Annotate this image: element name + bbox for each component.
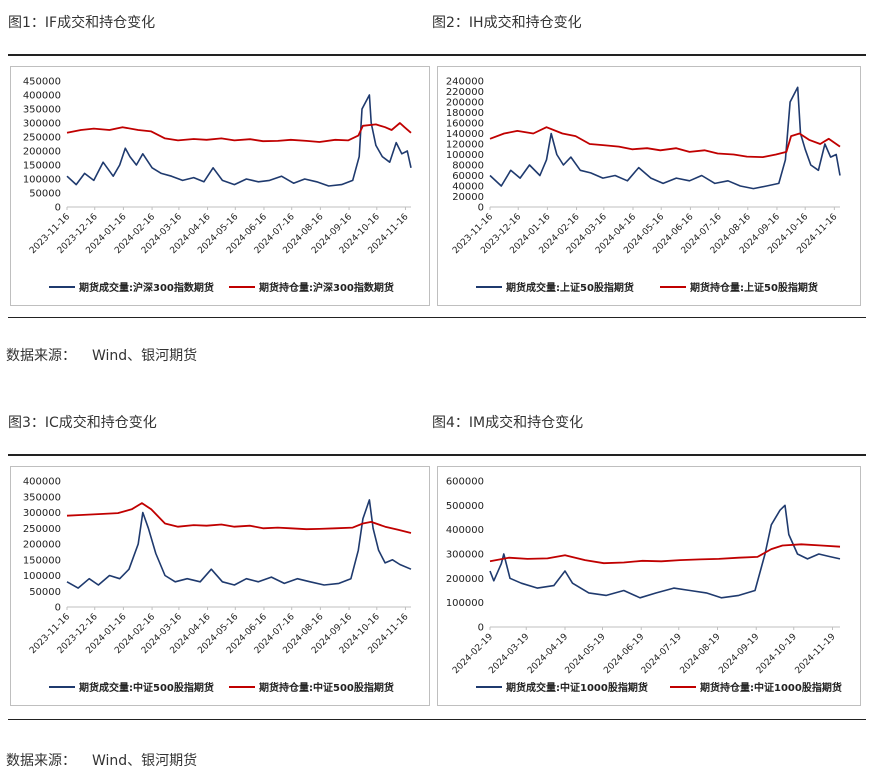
chart-if: 0 50000 100000 150000 200000 250000 300000 3500… bbox=[23, 77, 412, 294]
y-tick-label: 350000 bbox=[23, 492, 61, 503]
y-tick-label: 300000 bbox=[23, 508, 61, 519]
y-tick-label: 200000 bbox=[446, 574, 484, 585]
series-line-volume bbox=[489, 86, 841, 190]
y-tick-label: 160000 bbox=[446, 119, 484, 130]
y-tick-label: 400000 bbox=[446, 525, 484, 536]
y-tick-label: 300000 bbox=[23, 119, 61, 130]
y-tick-label: 220000 bbox=[446, 87, 484, 98]
top-rule bbox=[8, 54, 866, 56]
source-label: 数据来源： bbox=[6, 753, 76, 769]
series-line-volume bbox=[489, 504, 841, 599]
y-tick-label: 80000 bbox=[452, 161, 484, 172]
y-tick-label: 50000 bbox=[29, 587, 61, 598]
x-tick-label: 2024-05-19 bbox=[564, 632, 608, 676]
y-tick-label: 50000 bbox=[29, 189, 61, 200]
y-tick-label: 180000 bbox=[446, 108, 484, 119]
x-tick-label: 2024-11-19 bbox=[794, 632, 838, 676]
source-note-1: 数据来源： Wind、银河期货 bbox=[6, 347, 197, 365]
y-tick-label: 150000 bbox=[23, 161, 61, 172]
legend-label: 期货持仓量:中证500股指期货 bbox=[259, 681, 394, 694]
chart-im: 0 100000 200000 300000 400000 500000 600000 202… bbox=[446, 477, 842, 695]
legend-label: 期货成交量:沪深300指数期货 bbox=[79, 281, 214, 294]
y-tick-label: 100000 bbox=[446, 150, 484, 161]
y-tick-label: 20000 bbox=[452, 192, 484, 203]
source-value: Wind、银河期货 bbox=[92, 348, 198, 364]
series-line-volume bbox=[66, 499, 412, 589]
chart-ih: 0200004000060000800001000001200001400001… bbox=[446, 77, 841, 294]
chart-panel-ic: 0 50000 100000 150000 200000 250000 300000 3500… bbox=[10, 466, 430, 706]
figure-2-title: 图2：IH成交和持仓变化 bbox=[432, 15, 582, 31]
figure-4-title: 图4：IM成交和持仓变化 bbox=[432, 415, 584, 431]
source-label: 数据来源： bbox=[6, 348, 76, 364]
y-tick-label: 400000 bbox=[23, 91, 61, 102]
y-tick-label: 0 bbox=[55, 203, 61, 214]
bottom-rule-2 bbox=[8, 719, 866, 720]
series-line-open-interest bbox=[489, 126, 841, 158]
legend-label: 期货成交量:上证50股指期货 bbox=[506, 281, 634, 294]
source-value: Wind、银河期货 bbox=[92, 753, 198, 769]
legend-label: 期货持仓量:上证50股指期货 bbox=[690, 281, 818, 294]
y-tick-label: 100000 bbox=[23, 571, 61, 582]
y-tick-label: 500000 bbox=[446, 501, 484, 512]
y-tick-label: 100000 bbox=[23, 175, 61, 186]
y-tick-label: 240000 bbox=[446, 77, 484, 88]
y-tick-label: 200000 bbox=[23, 147, 61, 158]
legend-label: 期货成交量:中证500股指期货 bbox=[79, 681, 214, 694]
legend-label: 期货成交量:中证1000股指期货 bbox=[506, 681, 648, 694]
y-tick-label: 250000 bbox=[23, 133, 61, 144]
y-tick-label: 0 bbox=[478, 203, 484, 214]
figure-1-title: 图1：IF成交和持仓变化 bbox=[8, 15, 156, 31]
bottom-rule-1 bbox=[8, 317, 866, 318]
y-tick-label: 60000 bbox=[452, 171, 484, 182]
y-tick-label: 0 bbox=[478, 623, 484, 634]
chart-panel-im: 0 100000 200000 300000 400000 500000 600000 202… bbox=[437, 466, 861, 706]
y-tick-label: 100000 bbox=[446, 598, 484, 609]
y-tick-label: 120000 bbox=[446, 140, 484, 151]
y-tick-label: 40000 bbox=[452, 182, 484, 193]
y-tick-label: 150000 bbox=[23, 555, 61, 566]
legend-label: 期货持仓量:沪深300指数期货 bbox=[259, 281, 394, 294]
series-line-open-interest bbox=[66, 122, 412, 143]
y-tick-label: 300000 bbox=[446, 550, 484, 561]
x-tick-label: 2024-08-19 bbox=[679, 632, 723, 676]
x-tick-label: 2024-07-19 bbox=[640, 632, 684, 676]
figure-3-title: 图3：IC成交和持仓变化 bbox=[8, 415, 157, 431]
series-line-volume bbox=[66, 94, 412, 187]
y-tick-label: 350000 bbox=[23, 105, 61, 116]
series-line-open-interest bbox=[489, 543, 841, 565]
chart-ic: 0 50000 100000 150000 200000 250000 300000 3500… bbox=[23, 477, 412, 694]
y-tick-label: 250000 bbox=[23, 524, 61, 535]
source-note-2: 数据来源： Wind、银河期货 bbox=[6, 752, 197, 770]
legend-label: 期货持仓量:中证1000股指期货 bbox=[700, 681, 842, 694]
y-tick-label: 450000 bbox=[23, 77, 61, 88]
top-rule-2 bbox=[8, 454, 866, 456]
y-tick-label: 140000 bbox=[446, 129, 484, 140]
y-tick-label: 600000 bbox=[446, 477, 484, 488]
chart-panel-if: 0 50000 100000 150000 200000 250000 300000 3500… bbox=[10, 66, 430, 306]
series-line-open-interest bbox=[66, 502, 412, 534]
x-tick-label: 2024-10-19 bbox=[755, 632, 799, 676]
y-tick-label: 400000 bbox=[23, 477, 61, 488]
y-tick-label: 200000 bbox=[23, 540, 61, 551]
y-tick-label: 200000 bbox=[446, 98, 484, 109]
chart-panel-ih: 0 20000 40000 60000 80000 100000 120000 140000 1… bbox=[437, 66, 861, 306]
y-tick-label: 0 bbox=[55, 603, 61, 614]
